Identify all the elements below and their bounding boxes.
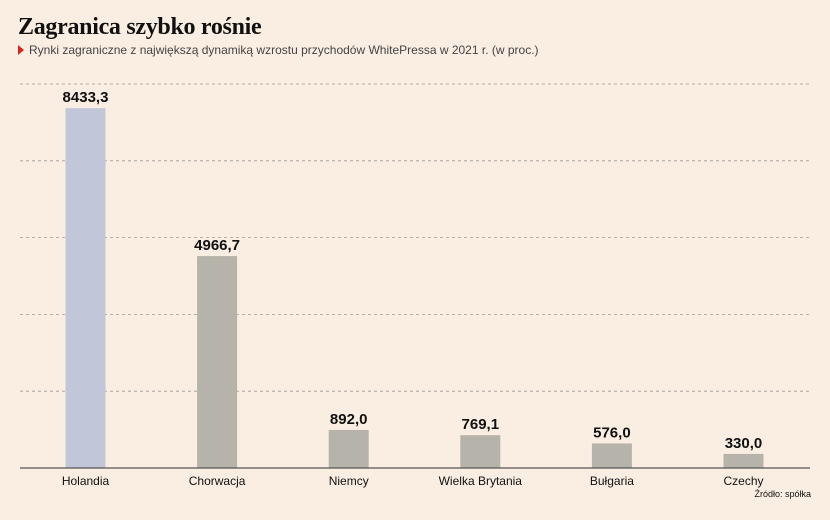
bar bbox=[723, 453, 764, 468]
bar bbox=[591, 443, 632, 468]
bar bbox=[197, 256, 238, 468]
data-label: 892,0 bbox=[330, 411, 368, 428]
data-label: 8433,3 bbox=[63, 89, 109, 106]
category-label: Niemcy bbox=[329, 474, 369, 488]
category-label: Czechy bbox=[723, 474, 763, 488]
chart-title: Zagranica szybko rośnie bbox=[18, 14, 262, 40]
data-label: 576,0 bbox=[593, 424, 631, 441]
category-label: Wielka Brytania bbox=[439, 474, 523, 488]
category-label: Chorwacja bbox=[189, 474, 246, 488]
data-label: 769,1 bbox=[462, 416, 500, 433]
data-label: 4966,7 bbox=[194, 237, 240, 254]
chart-subtitle: Rynki zagraniczne z największą dynamiką … bbox=[18, 43, 539, 57]
bar bbox=[460, 435, 501, 468]
bar bbox=[65, 108, 106, 468]
bar bbox=[328, 429, 369, 468]
category-label: Holandia bbox=[62, 474, 110, 488]
red-triangle-marker-icon bbox=[18, 45, 24, 55]
source-note: Źródło: spółka bbox=[754, 489, 811, 499]
chart-subtitle-text: Rynki zagraniczne z największą dynamiką … bbox=[29, 43, 539, 57]
category-label: Bułgaria bbox=[590, 474, 634, 488]
data-label: 330,0 bbox=[725, 435, 763, 452]
